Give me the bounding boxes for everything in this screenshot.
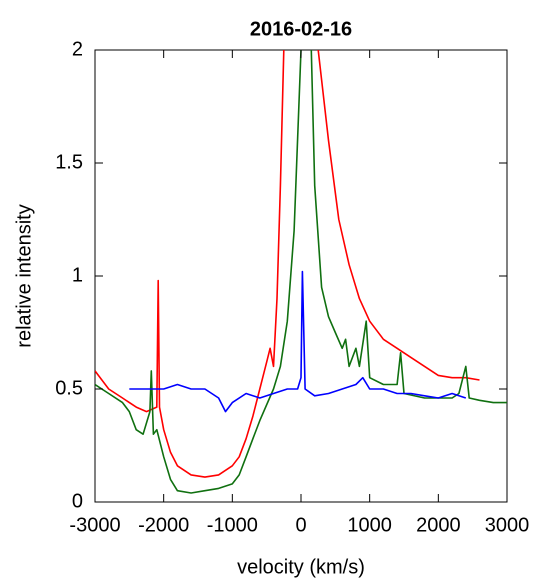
x-tick-label: -2000 [138, 514, 189, 536]
series-line [129, 270, 467, 413]
y-tick-label: 0 [72, 490, 83, 512]
series-line [95, 50, 480, 478]
plot-area [95, 50, 507, 494]
y-tick-label: 1.5 [55, 151, 83, 173]
plot-frame [94, 49, 508, 503]
chart-title: 2016-02-16 [250, 18, 352, 40]
x-axis-label: velocity (km/s) [237, 556, 365, 578]
x-tick-label: 1000 [347, 514, 392, 536]
y-tick-label: 1 [72, 264, 83, 286]
y-tick-label: 2 [72, 38, 83, 60]
x-tick-label: -3000 [69, 514, 120, 536]
series-line [95, 50, 507, 494]
y-axis-label: relative intensity [13, 204, 35, 347]
x-tick-label: 0 [295, 514, 306, 536]
x-tick-label: 2000 [416, 514, 461, 536]
x-tick-label: 3000 [485, 514, 530, 536]
x-tick-label: -1000 [207, 514, 258, 536]
y-tick-label: 0.5 [55, 377, 83, 399]
